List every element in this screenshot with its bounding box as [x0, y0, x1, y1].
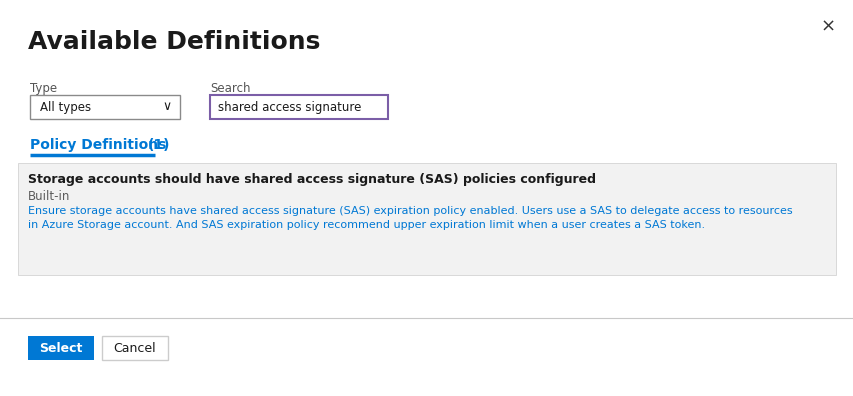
Text: Ensure storage accounts have shared access signature (SAS) expiration policy ena: Ensure storage accounts have shared acce… — [28, 206, 792, 216]
FancyBboxPatch shape — [18, 163, 835, 275]
Text: ×: × — [820, 18, 834, 36]
Text: (1): (1) — [148, 138, 171, 152]
Text: in Azure Storage account. And SAS expiration policy recommend upper expiration l: in Azure Storage account. And SAS expira… — [28, 220, 705, 230]
Text: Storage accounts should have shared access signature (SAS) policies configured: Storage accounts should have shared acce… — [28, 173, 595, 186]
FancyBboxPatch shape — [28, 336, 94, 360]
FancyBboxPatch shape — [30, 95, 180, 119]
Text: Built-in: Built-in — [28, 190, 70, 203]
Text: ∨: ∨ — [162, 101, 171, 114]
Text: Search: Search — [210, 82, 250, 95]
Text: All types: All types — [40, 101, 91, 114]
Text: Type: Type — [30, 82, 57, 95]
Text: Cancel: Cancel — [113, 341, 156, 354]
FancyBboxPatch shape — [102, 336, 168, 360]
FancyBboxPatch shape — [210, 95, 387, 119]
Text: Select: Select — [39, 341, 83, 354]
Text: Policy Definitions: Policy Definitions — [30, 138, 171, 152]
Text: Available Definitions: Available Definitions — [28, 30, 320, 54]
Text: shared access signature: shared access signature — [218, 101, 361, 114]
